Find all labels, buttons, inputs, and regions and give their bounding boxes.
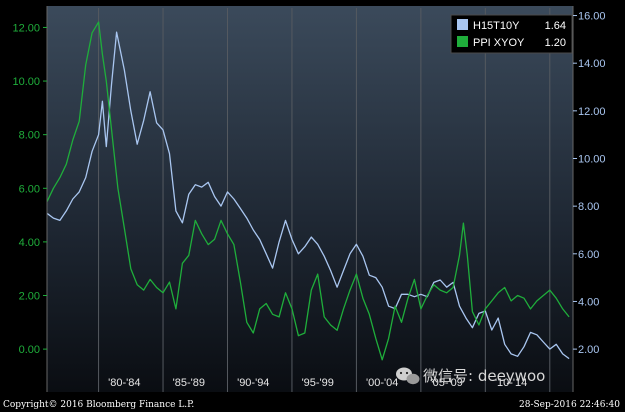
x-tick-label: '80-'84	[108, 377, 140, 389]
legend-swatch-ppi-xyoy	[457, 36, 468, 47]
right-tick-label: 2.00	[578, 344, 599, 356]
x-axis-ticks: '80-'84 '85-'89 '90-'94 '95-'99 '00-'04 '05-'…	[108, 377, 527, 389]
series-line-ppi-xyoy	[46, 21, 570, 361]
left-tick-label: 0.00	[19, 344, 40, 356]
left-tick-label: 6.00	[19, 183, 40, 195]
x-tick-label: '85-'89	[173, 377, 205, 389]
legend-box	[450, 14, 573, 54]
right-tick-label: 6.00	[578, 249, 599, 261]
series-line-h15t10y	[46, 31, 570, 360]
x-tick-label: '05-'09	[430, 377, 462, 389]
legend-value-h15t10y: 1.64	[545, 20, 566, 32]
left-axis-ticks: 0.00 2.00 4.00 6.00 8.00 10.00 12.00	[12, 22, 47, 356]
right-tick-label: 8.00	[578, 201, 599, 213]
right-tick-label: 12.00	[578, 106, 606, 118]
series-layer	[46, 21, 570, 361]
legend-label-ppi-xyoy: PPI XYOY	[473, 37, 525, 49]
x-separators	[98, 8, 551, 392]
plot-area	[47, 6, 573, 392]
legend-value-ppi-xyoy: 1.20	[545, 37, 566, 49]
watermark: 微信号: deeywoo	[396, 367, 545, 385]
right-tick-label: 4.00	[578, 296, 599, 308]
x-tick-label: '90-'94	[237, 377, 269, 389]
left-tick-label: 12.00	[12, 22, 40, 34]
legend: H15T10Y 1.64 PPI XYOY 1.20	[450, 14, 573, 54]
x-tick-label: '10-'14	[495, 377, 527, 389]
right-axis-ticks: 2.00 4.00 6.00 8.00 10.00 12.00 14.00 16.00	[573, 11, 606, 356]
left-tick-label: 10.00	[12, 76, 40, 88]
left-tick-label: 2.00	[19, 291, 40, 303]
wechat-icon	[396, 367, 420, 385]
copyright-text: Copyright© 2016 Bloomberg Finance L.P.	[3, 400, 194, 410]
right-tick-label: 14.00	[578, 58, 606, 70]
left-tick-label: 4.00	[19, 237, 40, 249]
legend-swatch-h15t10y	[457, 19, 468, 30]
x-tick-label: '95-'99	[302, 377, 334, 389]
left-tick-label: 8.00	[19, 130, 40, 142]
right-tick-label: 10.00	[578, 153, 606, 165]
x-tick-label: '00-'04	[366, 377, 398, 389]
watermark-text: 微信号: deeywoo	[423, 367, 545, 385]
legend-label-h15t10y: H15T10Y	[473, 20, 520, 32]
right-tick-label: 16.00	[578, 11, 606, 23]
timestamp-text: 28-Sep-2016 22:46:40	[519, 400, 620, 410]
